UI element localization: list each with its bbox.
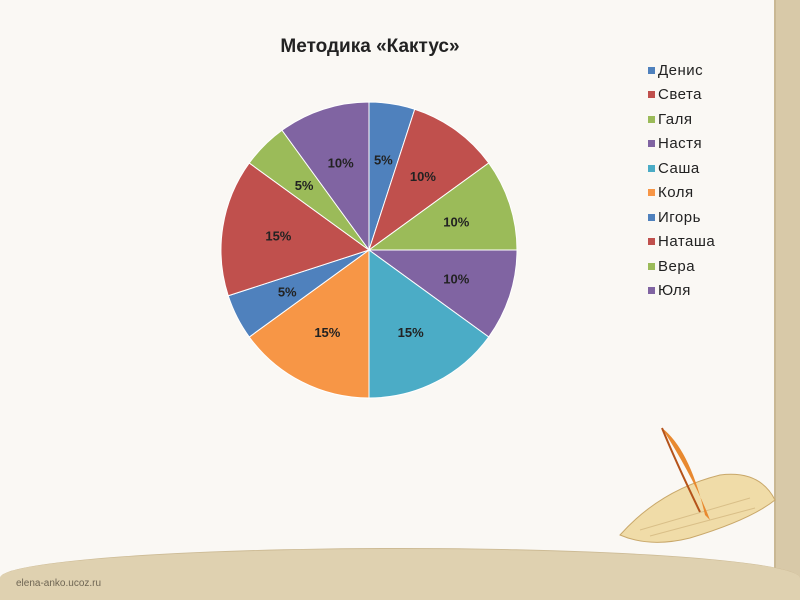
legend-item: Коля: [648, 181, 715, 206]
decorative-band: [0, 548, 800, 600]
legend-swatch: [648, 287, 655, 295]
legend-swatch: [648, 140, 655, 148]
legend-label: Игорь: [658, 208, 701, 226]
legend-item: Вера: [648, 254, 715, 279]
decorative-border: [774, 0, 800, 600]
legend-swatch: [648, 91, 655, 99]
legend-label: Денис: [658, 61, 704, 79]
legend-item: Галя: [648, 107, 715, 132]
pie-slice-10: [281, 101, 370, 252]
legend-item: Саша: [648, 156, 715, 181]
legend-swatch: [648, 238, 655, 246]
data-label: 5%: [374, 152, 393, 167]
legend-label: Саша: [658, 159, 700, 177]
legend-item: Света: [648, 83, 715, 108]
legend-label: Юля: [658, 282, 691, 300]
pie-slice-3: [367, 162, 518, 251]
legend: Денис Света Галя Настя Саша Коля Игорь Наташа Ве…: [648, 58, 715, 303]
data-label: 10%: [443, 215, 469, 230]
legend-item: Наташа: [648, 230, 715, 255]
legend-swatch: [648, 189, 655, 197]
data-label: 15%: [265, 229, 291, 244]
legend-label: Настя: [658, 135, 703, 153]
data-label: 15%: [314, 325, 340, 340]
pie-slice-8: [220, 162, 371, 297]
legend-swatch: [648, 213, 655, 221]
legend-swatch: [648, 262, 655, 270]
data-label: 15%: [398, 325, 424, 340]
data-label: 10%: [410, 169, 436, 184]
feather-scroll-icon: [619, 427, 776, 543]
pie-slice-4: [367, 249, 518, 338]
pie-slice-6: [248, 249, 370, 399]
data-label: 10%: [328, 156, 354, 171]
legend-label: Света: [658, 86, 703, 104]
data-label: 5%: [295, 178, 314, 193]
legend-item: Настя: [648, 132, 715, 157]
chart-title: Методика «Кактус»: [280, 36, 460, 57]
legend-label: Галя: [658, 110, 693, 128]
footer-site: elena-anko.ucoz.ru: [16, 578, 102, 589]
legend-swatch: [648, 164, 655, 172]
legend-swatch: [648, 66, 655, 74]
data-label: 10%: [443, 271, 469, 286]
data-label: 5%: [278, 285, 297, 300]
legend-item: Юля: [648, 279, 715, 304]
legend-label: Вера: [658, 257, 696, 275]
pie-slice-5: [368, 249, 490, 399]
legend-label: Коля: [658, 184, 694, 202]
legend-item: Денис: [648, 58, 715, 83]
legend-swatch: [648, 115, 655, 123]
pie-slice-2: [368, 108, 490, 252]
legend-label: Наташа: [658, 233, 716, 251]
legend-item: Игорь: [648, 205, 715, 230]
